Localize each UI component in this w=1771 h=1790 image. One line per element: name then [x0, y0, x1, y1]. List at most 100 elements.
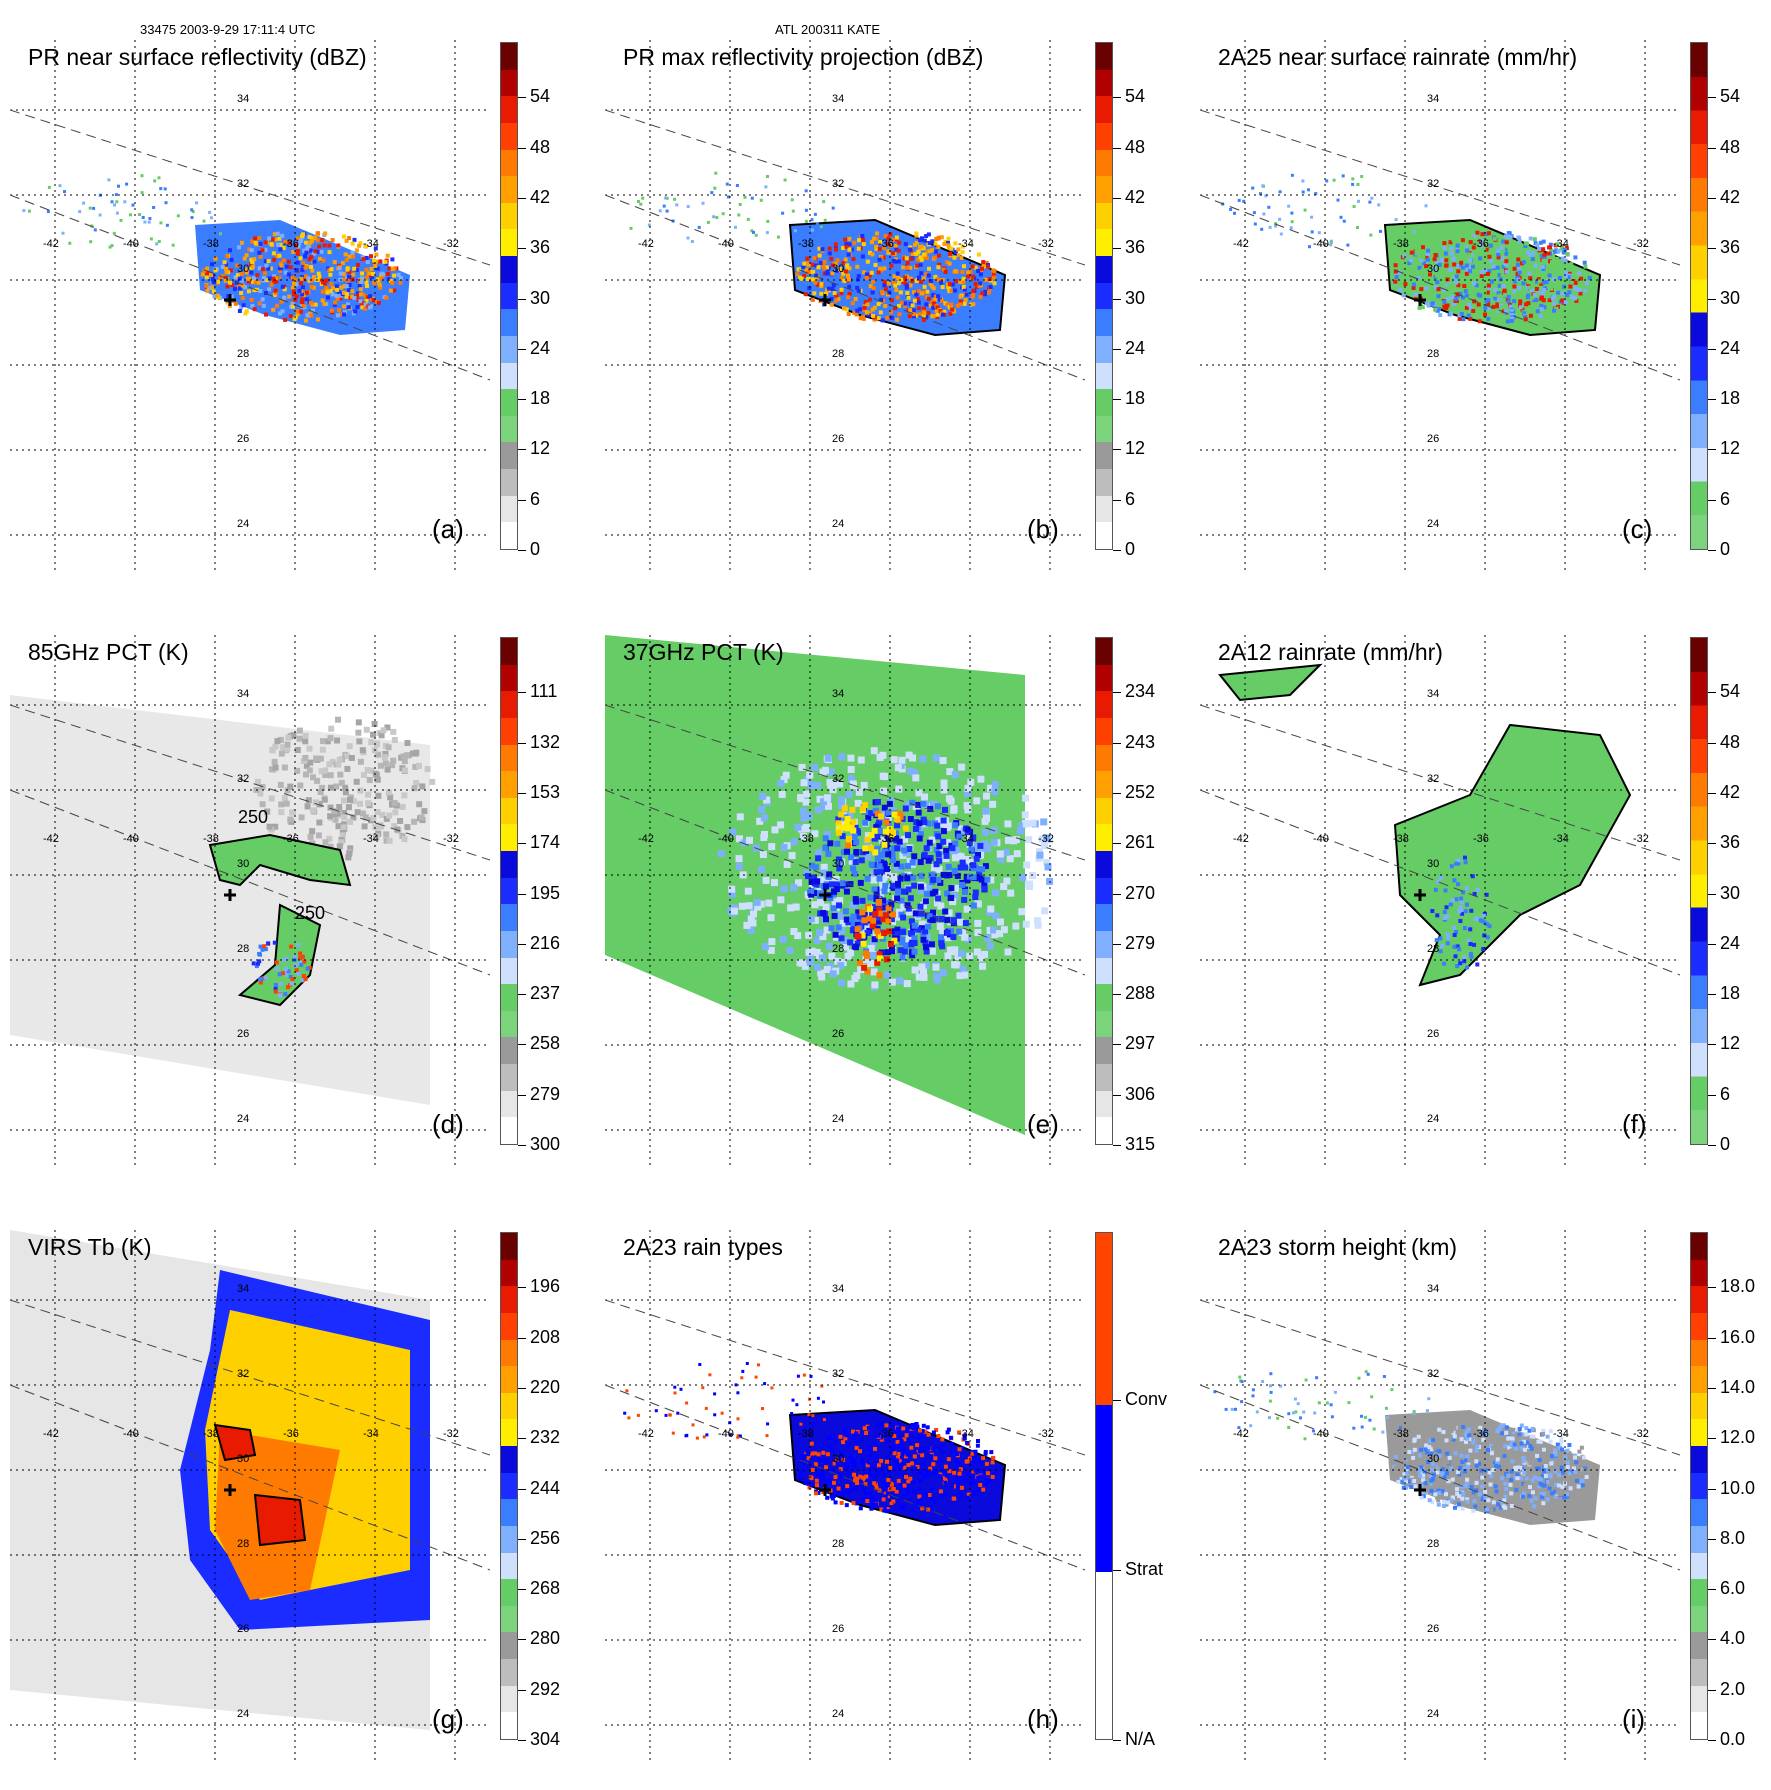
scattered-echo-pixel [1268, 1399, 1272, 1403]
echo-pixel [346, 305, 351, 310]
cloud-pixel [259, 801, 266, 808]
echo-pixel [848, 1485, 853, 1490]
scattered-echo-pixel [208, 210, 212, 214]
pct-core-pixel [972, 894, 979, 900]
cloud-pixel [357, 787, 364, 794]
pct-core-pixel [865, 814, 872, 821]
map-plot-area: -42 -40 -38 -36 -34 -32 34 32 30 28 26 24 [10, 1230, 490, 1760]
echo-pixel [1427, 1498, 1432, 1503]
echo-pixel [883, 1484, 888, 1489]
echo-pixel [1421, 1473, 1426, 1478]
echo-pixel [921, 276, 926, 281]
pct-core-pixel [937, 879, 944, 886]
echo-pixel [830, 287, 835, 292]
colorbar-tick [518, 1589, 526, 1591]
scattered-echo-pixel [690, 240, 694, 243]
colorbar-label: 18 [530, 388, 551, 409]
pct-pixel [864, 852, 872, 860]
echo-pixel [1495, 304, 1500, 309]
echo-pixel [1559, 1465, 1564, 1470]
cloud-pixel [364, 767, 371, 773]
echo-pixel [1444, 306, 1449, 310]
echo-pixel [1567, 1451, 1572, 1456]
pct-pixel [817, 969, 825, 977]
echo-pixel [870, 1502, 875, 1507]
echo-pixel [1555, 256, 1560, 261]
pct-core-pixel [948, 885, 955, 892]
echo-pixel [841, 1457, 846, 1462]
echo-pixel [864, 275, 869, 280]
scattered-echo-pixel [761, 1407, 764, 1410]
echo-pixel [918, 1436, 923, 1441]
echo-pixel [270, 237, 275, 242]
echo-pixel [899, 277, 904, 282]
echo-pixel [1510, 1488, 1515, 1493]
echo-pixel [919, 1497, 924, 1502]
storm-field [1221, 173, 1602, 337]
scattered-echo-pixel [1329, 1403, 1333, 1407]
pct-pixel [823, 798, 831, 806]
pct-pixel [851, 975, 859, 983]
pct-ice-pixel [843, 821, 850, 828]
echo-pixel [862, 1475, 866, 1480]
echo-pixel [212, 280, 217, 285]
contour-label: 250 [238, 807, 268, 827]
cloud-pixel [269, 747, 276, 754]
pct-pixel [945, 795, 953, 803]
echo-pixel [939, 1466, 944, 1471]
echo-pixel [1403, 282, 1408, 287]
colorbar-label: Conv [1125, 1389, 1168, 1409]
echo-pixel [267, 276, 272, 281]
echo-pixel [317, 249, 321, 254]
scattered-echo-pixel [1356, 183, 1360, 186]
longitude-label: -42 [43, 1428, 59, 1440]
scattered-echo-pixel [1302, 1410, 1306, 1414]
pct-pixel [825, 802, 832, 810]
colorbar-label: 111 [530, 681, 558, 702]
echo-pixel [1552, 301, 1557, 306]
pct-pixel [759, 792, 767, 800]
echo-pixel [215, 279, 220, 284]
echo-pixel [1446, 1474, 1451, 1479]
pct-core-pixel [943, 852, 950, 859]
echo-pixel [845, 265, 850, 270]
pct-ice-pixel [897, 813, 904, 820]
echo-pixel [1541, 247, 1546, 252]
pct-ice-pixel [883, 912, 890, 919]
echo-pixel [1500, 1470, 1505, 1475]
echo-pixel [861, 314, 865, 319]
scattered-echo-pixel [664, 196, 668, 200]
pct-pixel [963, 802, 971, 810]
echo-pixel [1427, 1445, 1432, 1449]
echo-pixel [1581, 1468, 1586, 1473]
echo-pixel [1521, 1456, 1526, 1460]
echo-pixel [965, 1441, 970, 1445]
pct-pixel [895, 785, 903, 793]
echo-pixel [806, 1456, 811, 1461]
cloud-pixel [394, 826, 401, 833]
echo-pixel [876, 1471, 881, 1476]
latitude-label: 24 [1427, 1113, 1439, 1125]
pct-pixel [783, 860, 791, 868]
echo-pixel [799, 276, 804, 281]
echo-pixel [1484, 299, 1489, 304]
echo-pixel [1541, 1501, 1546, 1506]
cloud-pixel [333, 783, 340, 790]
rain-pixel [1451, 925, 1456, 930]
panel-g: -42 -40 -38 -36 -34 -32 34 32 30 28 26 24 VIRS Tb (K… [0, 1230, 580, 1790]
latitude-label: 26 [832, 1623, 844, 1635]
echo-pixel [886, 281, 891, 286]
latitude-label: 28 [1427, 348, 1439, 360]
echo-pixel [1502, 1498, 1507, 1503]
pct-pixel [944, 952, 952, 960]
pct-pixel [798, 825, 806, 833]
echo-pixel [350, 294, 355, 299]
echo-pixel [897, 1421, 902, 1426]
pct-core-pixel [854, 940, 861, 947]
echo-pixel [923, 1429, 928, 1434]
echo-pixel [904, 256, 909, 261]
pct-pixel [798, 763, 806, 771]
pct-core-pixel [820, 910, 827, 916]
pct-core-pixel [873, 869, 880, 876]
